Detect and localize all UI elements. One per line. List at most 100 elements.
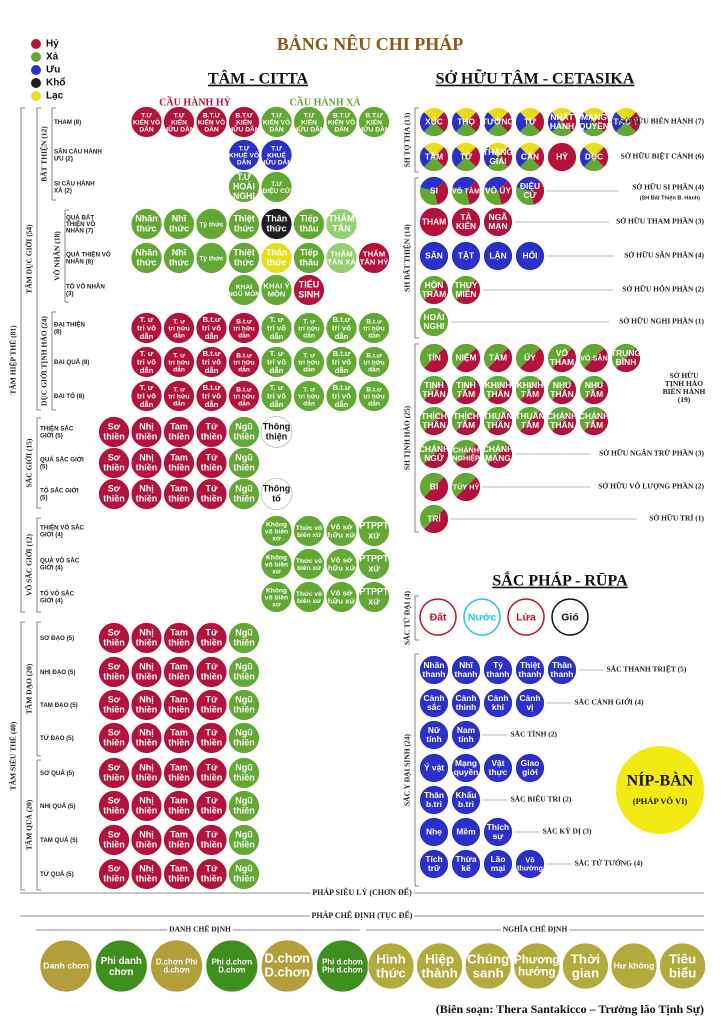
- circle: [419, 817, 449, 847]
- circle: [228, 346, 260, 378]
- circle-outline: [547, 375, 577, 405]
- circle-label: Nhẹ: [426, 827, 442, 837]
- circle-segment: [423, 476, 449, 502]
- circle: [419, 655, 449, 685]
- circle: [293, 515, 325, 547]
- circle-label: Phi d.chơn D.chơn: [212, 957, 253, 974]
- row-label: THIỆN VÔ SẮC GIỚI (4): [40, 523, 85, 538]
- circle-label: Sơ thiền: [103, 695, 124, 715]
- circle: [325, 242, 358, 274]
- row-label: SẮC TÍNH (2): [511, 729, 558, 739]
- circle-label: Không vô biên xứ: [265, 587, 288, 608]
- circle-label: LẬN: [489, 250, 506, 261]
- circle: [228, 689, 260, 721]
- circle-label: Mạng quyền: [454, 758, 479, 777]
- circle: [515, 849, 545, 879]
- circle: [483, 207, 513, 237]
- circle-label: Nhị thiền: [136, 728, 157, 748]
- circle-segment: [483, 375, 509, 401]
- circle-label: Tứ thiền: [201, 864, 222, 884]
- circle: [130, 380, 163, 412]
- circle-segment: [530, 111, 545, 133]
- circle-label: TIẾU SINH: [298, 280, 319, 300]
- circle-label: T.Ư HOÀI NGHI: [233, 172, 255, 201]
- circle-label: Nhị thiền: [136, 662, 157, 682]
- row-label: NHỊ ĐẠO (5): [40, 669, 75, 676]
- circle-label: Nước: [468, 612, 497, 623]
- circle-label: Nhị thiền: [136, 422, 157, 442]
- circle: [228, 274, 260, 306]
- circle-outline: [419, 275, 449, 305]
- circle-label: Nhị thiền: [136, 628, 157, 648]
- circle-label: HÔN TRẦM: [422, 279, 446, 299]
- circle: [130, 242, 163, 274]
- row-label: ĐẠI TỐ (8): [54, 393, 84, 400]
- circle-label: Thông thiện: [263, 422, 290, 442]
- circle-outline: [483, 375, 513, 405]
- circle-label: Sơ thiền: [103, 864, 124, 884]
- circle: [260, 274, 293, 306]
- column-header: CẦU HÀNH HỶ: [159, 95, 231, 108]
- circle: [98, 824, 130, 856]
- circle-outline: [451, 343, 481, 373]
- circle: [195, 689, 228, 721]
- circle-segment: [487, 379, 513, 405]
- circle-segment: [455, 122, 477, 137]
- circle: [228, 171, 260, 203]
- circle-label: B.t.ư tri vô dẫn: [202, 349, 221, 375]
- circle-label: Tứ thiền: [201, 422, 222, 442]
- circle-label: B.T.Ư KIẾN VÔ DẪN: [198, 112, 225, 133]
- circle: [163, 312, 195, 344]
- circle-outline: [451, 142, 481, 172]
- circle-label: Ngũ thiền: [233, 453, 254, 473]
- circle-label: Sơ thiền: [103, 763, 124, 783]
- circle-outline: [419, 142, 449, 172]
- group-label: TÂM SIÊU THẾ (40): [8, 721, 18, 790]
- circle-segment: [455, 142, 477, 157]
- circle-segment: [579, 343, 605, 369]
- circle-label: Nhĩ thanh: [455, 660, 478, 679]
- circle-segment: [487, 142, 509, 157]
- circle-label: Tứ thiền: [201, 453, 222, 473]
- circle-label: CHÁNH MẠNG: [483, 443, 513, 463]
- circle-label: Chúng sanh: [467, 951, 509, 980]
- row-label: SỞ HỮU SÂN PHẦN (4): [624, 250, 704, 260]
- circle: [551, 598, 589, 636]
- circle-label: THẨM TẤN: [329, 213, 355, 234]
- group-label: SẮC TỨ ĐẠI (4): [402, 591, 412, 645]
- circle-label: TẦM: [425, 152, 443, 162]
- circle-label: CẦN: [521, 152, 539, 162]
- circle-label: SÂN: [425, 250, 443, 261]
- circle: [260, 416, 293, 448]
- circle: [260, 346, 293, 378]
- row-note: (SH Bất Thiện B. Hành): [640, 194, 700, 201]
- circle-label: Nhãn thức: [135, 248, 157, 268]
- circle: [195, 312, 228, 344]
- circle-outline: [419, 343, 449, 373]
- row-label: SỞ HỮU THAM PHẦN (3): [616, 216, 704, 226]
- circle-segment: [455, 443, 481, 469]
- circle: [228, 858, 260, 890]
- circle: [228, 622, 260, 654]
- legend-swatch: [31, 52, 41, 62]
- circle: [659, 942, 706, 990]
- row-label: TỨ ĐẠO (5): [40, 735, 74, 742]
- circle: [195, 346, 228, 378]
- nibbana-subtitle: (PHÁP VÔ VI): [633, 796, 688, 806]
- page-title: BẢNG NÊU CHI PHÁP: [277, 33, 464, 54]
- circle-segment: [423, 107, 445, 122]
- circle-label: Tam thiền: [168, 728, 189, 748]
- circle: [483, 753, 513, 783]
- circle: [562, 942, 609, 990]
- circle-label: KHAI NGŨ MÔN: [228, 284, 260, 298]
- circle-label: Tỷ thức: [199, 221, 224, 228]
- circle-segment: [583, 410, 609, 436]
- row-label: SẮC TỨ TƯỚNG (4): [575, 858, 644, 868]
- circle-label: Hiệp thành: [421, 951, 457, 980]
- circle-label: Thân b.tri: [424, 790, 444, 809]
- circle-segment: [547, 343, 573, 369]
- circle-label: Không vô biên xứ: [265, 521, 288, 542]
- row-label: THAM (8): [54, 119, 81, 126]
- circle-segment: [583, 157, 605, 172]
- circle: [130, 689, 163, 721]
